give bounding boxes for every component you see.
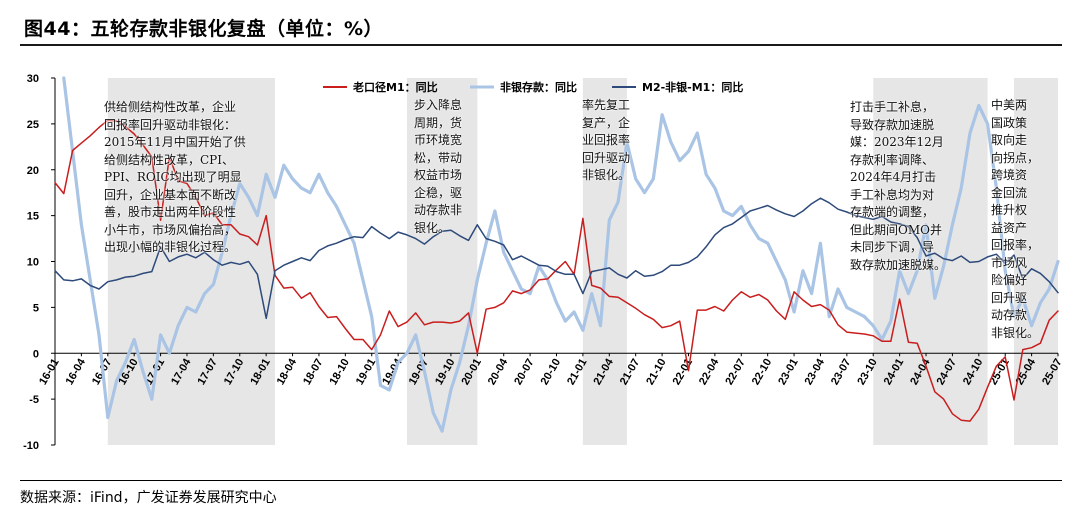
title-divider <box>20 44 1062 46</box>
y-tick-label: 10 <box>27 257 39 269</box>
x-tick-label: 20-07 <box>512 357 536 387</box>
legend: 老口径M1：同比 非银存款：同比 M2-非银-M1：同比 <box>323 80 743 94</box>
y-tick-label: -10 <box>23 440 39 452</box>
legend-label-series-m2-nonbank-m1: M2-非银-M1：同比 <box>642 80 743 94</box>
x-tick-label: 23-01 <box>776 357 800 387</box>
shaded-period-4 <box>1014 78 1058 445</box>
series-lines <box>54 76 1060 433</box>
x-tick-label: 20-10 <box>539 357 563 387</box>
y-tick-label: 30 <box>27 73 39 85</box>
y-tick-label: 0 <box>33 348 39 360</box>
series-nonbank-deposits-line <box>62 76 1060 433</box>
x-tick-label: 20-04 <box>486 356 511 387</box>
data-source: 数据来源：iFind，广发证券发展研究中心 <box>20 490 277 506</box>
annotation-supply-side-reform: 供给侧结构性改革，企业 回报率回升驱动非银化： 2015年11月中国开始了供 给… <box>104 100 246 254</box>
x-tick-label: 22-01 <box>671 357 695 387</box>
x-tick-label: 23-04 <box>803 356 828 387</box>
x-tick-label: 18-07 <box>301 357 325 387</box>
legend-label-series-old-m1: 老口径M1：同比 <box>352 80 438 94</box>
x-tick-label: 19-01 <box>354 357 378 387</box>
source-divider <box>20 480 1062 481</box>
annotation-resumption: 率先复工 复产，企 业回报率 回升驱动 非银化。 <box>582 98 631 182</box>
x-tick-label: 23-07 <box>829 357 853 387</box>
y-tick-label: 15 <box>27 211 39 223</box>
y-tick-label: 5 <box>33 302 39 314</box>
annotation-manual-subsidy-crackdown: 打击手工补息， 导致存款加速脱 媒：2023年12月 存款利率调降、 2024年… <box>850 100 947 272</box>
x-tick-label: 22-07 <box>723 357 747 387</box>
x-tick-label: 22-04 <box>697 356 722 387</box>
annotation-policy-turning-point: 中美两 国政策 取向走 向拐点， 跨境资 金回流 推升权 益资产 回报率， 市场… <box>991 98 1040 340</box>
legend-label-series-nonbank-deposits: 非银存款：同比 <box>500 80 577 94</box>
y-tick-label: -5 <box>29 394 39 406</box>
shaded-period-1 <box>406 78 478 445</box>
x-tick-label: 16-01 <box>37 357 61 387</box>
x-tick-label: 18-10 <box>327 357 351 387</box>
y-tick-label: 25 <box>27 119 39 131</box>
annotation-rate-cut-cycle: 步入降息 周期，货 币环境宽 松，带动 权益市场 企稳，驱 动存款非 银化。 <box>414 98 463 235</box>
x-tick-label: 21-10 <box>644 357 668 387</box>
x-tick-label: 18-04 <box>275 356 300 387</box>
series-old-m1-line <box>54 119 1059 422</box>
x-tick-label: 22-10 <box>750 357 774 387</box>
x-tick-label: 16-04 <box>64 356 89 387</box>
series-m2-nonbank-m1-line <box>54 197 1059 320</box>
y-tick-label: 20 <box>27 165 39 177</box>
figure-title: 图44：五轮存款非银化复盘（单位：%） <box>24 18 383 40</box>
